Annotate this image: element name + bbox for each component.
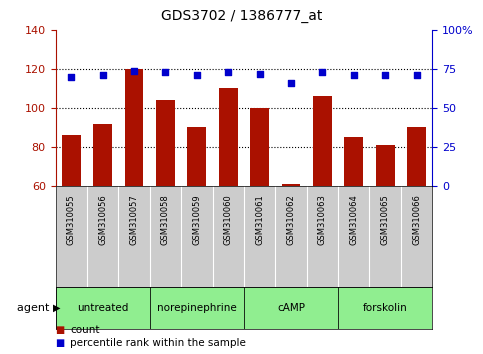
Text: GDS3702 / 1386777_at: GDS3702 / 1386777_at bbox=[161, 9, 322, 23]
Text: cAMP: cAMP bbox=[277, 303, 305, 313]
Bar bbox=[282, 184, 300, 186]
Text: GSM310057: GSM310057 bbox=[129, 194, 139, 245]
Text: untreated: untreated bbox=[77, 303, 128, 313]
Point bbox=[224, 69, 232, 75]
Point bbox=[130, 68, 138, 73]
Bar bbox=[313, 96, 332, 186]
Text: count: count bbox=[70, 325, 99, 335]
Point bbox=[412, 73, 420, 78]
Bar bbox=[62, 135, 81, 186]
Point bbox=[382, 73, 389, 78]
Point bbox=[256, 71, 264, 76]
Bar bbox=[187, 127, 206, 186]
Bar bbox=[56, 287, 150, 329]
Point bbox=[68, 74, 75, 80]
Text: GSM310058: GSM310058 bbox=[161, 194, 170, 245]
Text: ■: ■ bbox=[56, 338, 65, 348]
Bar bbox=[407, 127, 426, 186]
Text: GSM310064: GSM310064 bbox=[349, 194, 358, 245]
Text: GSM310062: GSM310062 bbox=[286, 194, 296, 245]
Point bbox=[319, 69, 327, 75]
Text: norepinephrine: norepinephrine bbox=[157, 303, 237, 313]
Text: ▶: ▶ bbox=[53, 303, 61, 313]
Bar bbox=[93, 124, 112, 186]
Text: GSM310066: GSM310066 bbox=[412, 194, 421, 245]
Text: GSM310055: GSM310055 bbox=[67, 194, 76, 245]
Bar bbox=[244, 287, 338, 329]
Text: forskolin: forskolin bbox=[363, 303, 408, 313]
Text: percentile rank within the sample: percentile rank within the sample bbox=[70, 338, 246, 348]
Point bbox=[193, 73, 201, 78]
Bar bbox=[156, 100, 175, 186]
Text: GSM310063: GSM310063 bbox=[318, 194, 327, 245]
Text: GSM310059: GSM310059 bbox=[192, 194, 201, 245]
Text: agent: agent bbox=[17, 303, 53, 313]
Point bbox=[350, 73, 357, 78]
Text: GSM310065: GSM310065 bbox=[381, 194, 390, 245]
Bar bbox=[125, 69, 143, 186]
Text: GSM310056: GSM310056 bbox=[98, 194, 107, 245]
Bar bbox=[219, 88, 238, 186]
Bar bbox=[344, 137, 363, 186]
Bar bbox=[150, 287, 244, 329]
Text: GSM310061: GSM310061 bbox=[255, 194, 264, 245]
Text: ■: ■ bbox=[56, 325, 65, 335]
Bar bbox=[376, 145, 395, 186]
Text: GSM310060: GSM310060 bbox=[224, 194, 233, 245]
Point bbox=[287, 80, 295, 86]
Bar bbox=[250, 108, 269, 186]
Point bbox=[99, 73, 107, 78]
Bar bbox=[338, 287, 432, 329]
Point bbox=[161, 69, 170, 75]
